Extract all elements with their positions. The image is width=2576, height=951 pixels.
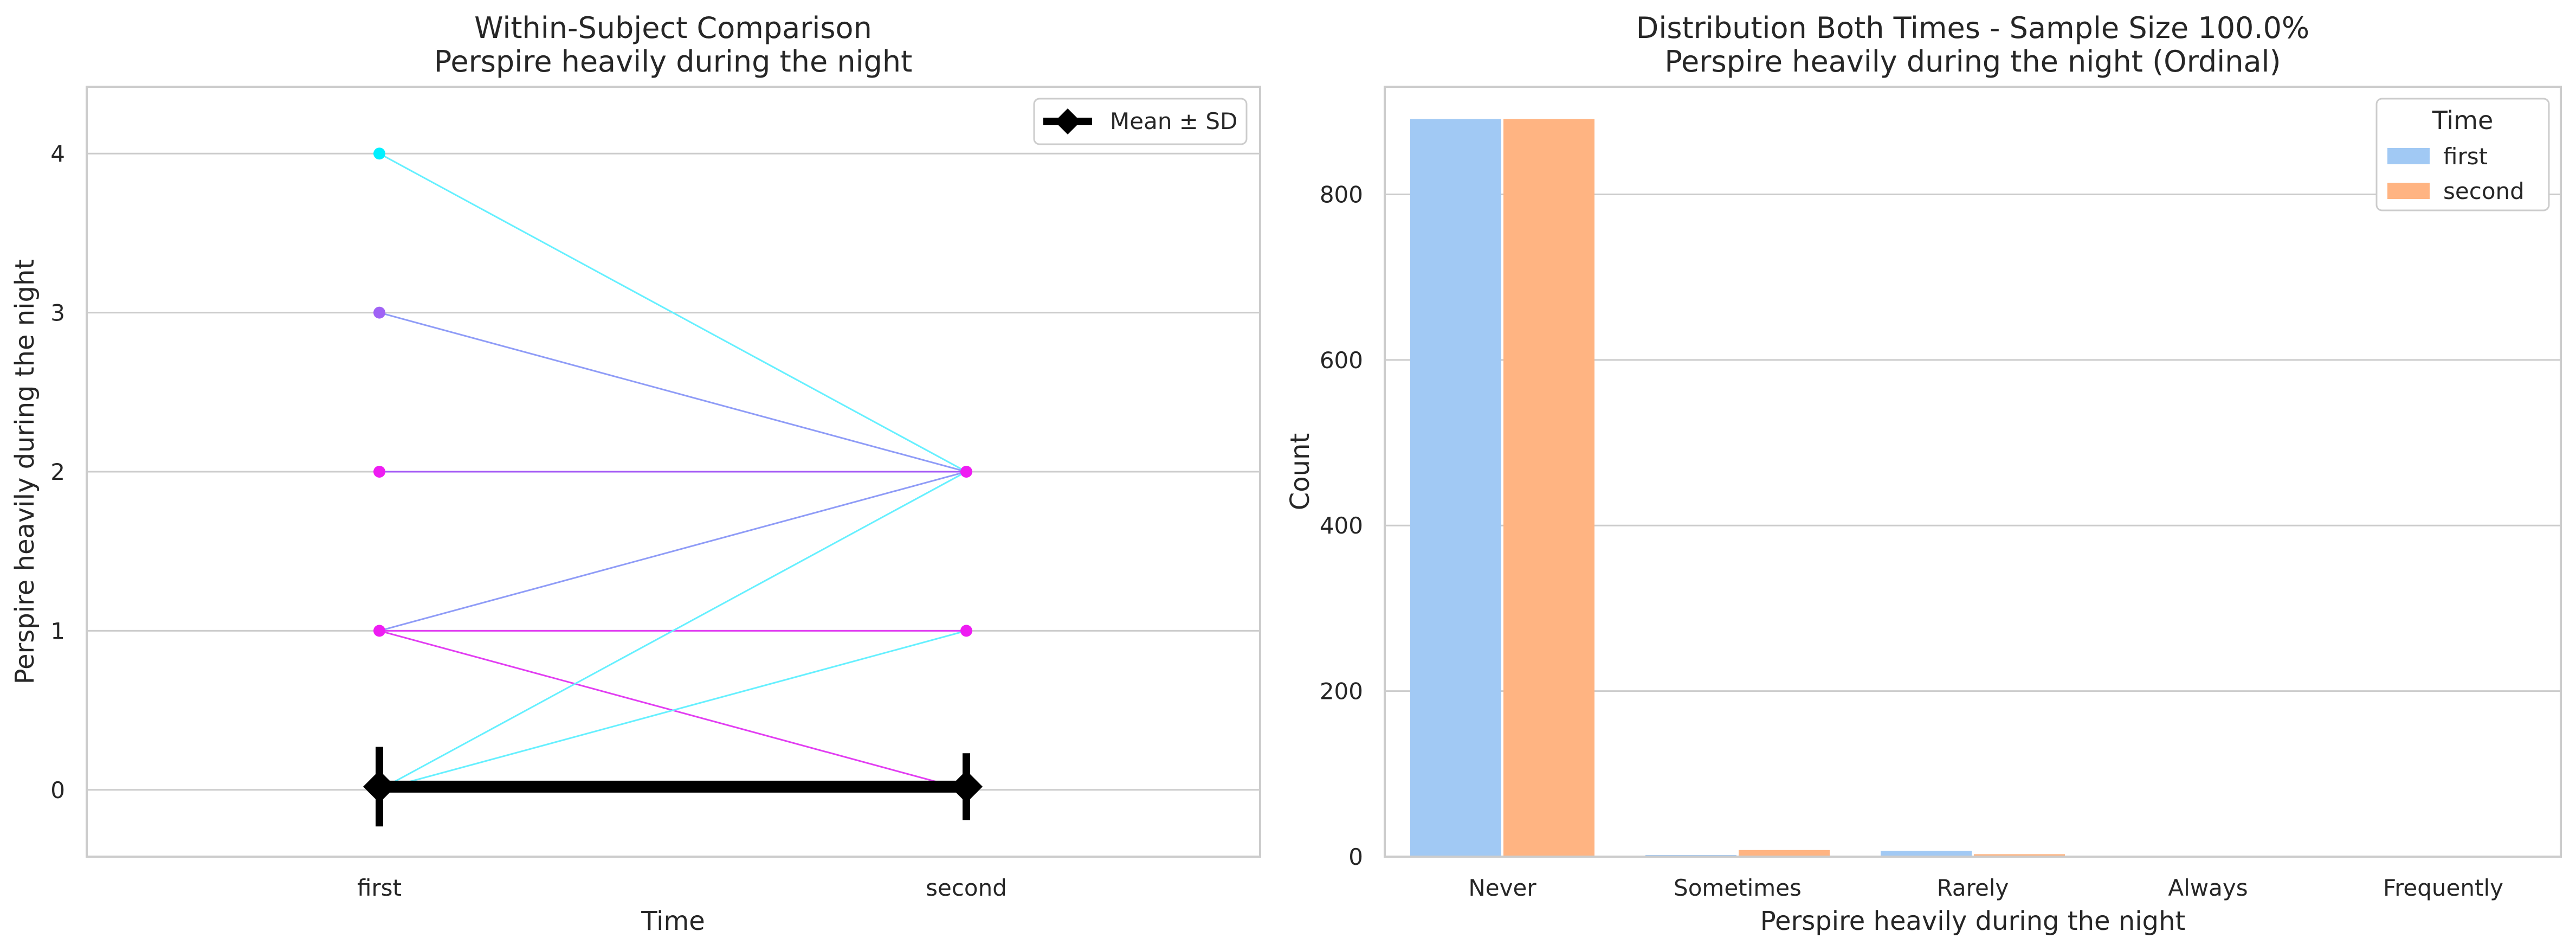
subject-line <box>379 471 967 791</box>
left-x-tick-label: second <box>926 875 1007 901</box>
bar-second <box>1974 854 2065 857</box>
distribution-panel: Distribution Both Times - Sample Size 10… <box>1285 11 2562 936</box>
left-y-axis-label: Perspire heavily during the night <box>10 259 40 685</box>
subject-point <box>373 625 385 637</box>
bar-second <box>1503 119 1594 857</box>
left-y-tick-labels: 0 1 2 3 4 <box>50 140 65 804</box>
mean-sd-markers <box>363 747 983 827</box>
subject-line <box>379 152 967 473</box>
left-x-tick-label: first <box>357 875 402 901</box>
left-chart-title-line1: Within-Subject Comparison <box>474 11 872 45</box>
right-x-tick-labels: Never Sometimes Rarely Always Frequently <box>1468 875 2503 901</box>
right-legend-items: first second <box>2387 143 2525 204</box>
left-y-tick-label: 1 <box>50 618 65 644</box>
right-x-tick-label: Sometimes <box>1674 875 1802 901</box>
right-x-tick-label: Always <box>2168 875 2248 901</box>
left-chart-title-line2: Perspire heavily during the night <box>434 44 913 79</box>
right-plot-frame <box>1384 86 2562 858</box>
right-x-axis-label: Perspire heavily during the night <box>1760 906 2186 936</box>
right-y-tick-label: 400 <box>1320 512 1363 539</box>
left-x-tick-labels: first second <box>357 875 1007 901</box>
subject-point <box>373 466 385 478</box>
right-chart-title-line2: Perspire heavily during the night (Ordin… <box>1664 44 2281 79</box>
left-y-tick-label: 3 <box>50 300 65 326</box>
right-legend-box <box>2375 98 2550 211</box>
left-x-axis-label: Time <box>641 906 705 936</box>
left-plot-frame <box>86 86 1261 858</box>
within-subject-panel: Within-Subject Comparison Perspire heavi… <box>10 11 1261 936</box>
right-x-tick-label: Never <box>1468 875 1536 901</box>
right-legend: Time first second <box>2375 98 2550 211</box>
subject-point <box>373 147 385 160</box>
legend-label-second: second <box>2443 178 2525 204</box>
right-y-tick-label: 0 <box>1348 844 1363 870</box>
legend-swatch-second <box>2387 183 2430 199</box>
right-chart-title-line1: Distribution Both Times - Sample Size 10… <box>1636 11 2310 45</box>
subject-points <box>373 147 972 637</box>
subject-line <box>379 471 967 632</box>
mean-diamond-marker <box>363 770 396 803</box>
right-y-tick-label: 600 <box>1320 347 1363 374</box>
left-legend: Mean ± SD <box>1033 98 1248 145</box>
left-y-tick-label: 0 <box>50 777 65 804</box>
right-y-tick-label: 800 <box>1320 181 1363 208</box>
right-y-tick-label: 200 <box>1320 678 1363 705</box>
left-y-tick-label: 2 <box>50 459 65 485</box>
subject-lines <box>379 152 967 791</box>
bar-first <box>1881 851 1972 857</box>
subject-line <box>379 629 967 791</box>
right-x-tick-label: Rarely <box>1937 875 2009 901</box>
right-y-tick-labels: 0 200 400 600 800 <box>1320 181 1363 870</box>
right-legend-title: Time <box>2432 106 2494 135</box>
subject-line <box>379 312 967 473</box>
right-y-axis-label: Count <box>1285 433 1315 511</box>
subject-point <box>960 466 972 478</box>
legend-diamond-marker <box>1055 108 1081 134</box>
subject-point <box>960 625 972 637</box>
legend-swatch-first <box>2387 148 2430 164</box>
left-legend-label: Mean ± SD <box>1110 108 1237 134</box>
subject-point <box>373 306 385 319</box>
mean-diamond-marker <box>950 770 983 803</box>
bar-second <box>1739 850 1830 857</box>
left-y-tick-label: 4 <box>50 140 65 167</box>
right-x-tick-label: Frequently <box>2383 875 2503 901</box>
legend-label-first: first <box>2443 143 2488 170</box>
left-legend-box <box>1033 98 1248 145</box>
bar-first <box>1410 119 1501 857</box>
count-bars <box>1410 119 2065 857</box>
